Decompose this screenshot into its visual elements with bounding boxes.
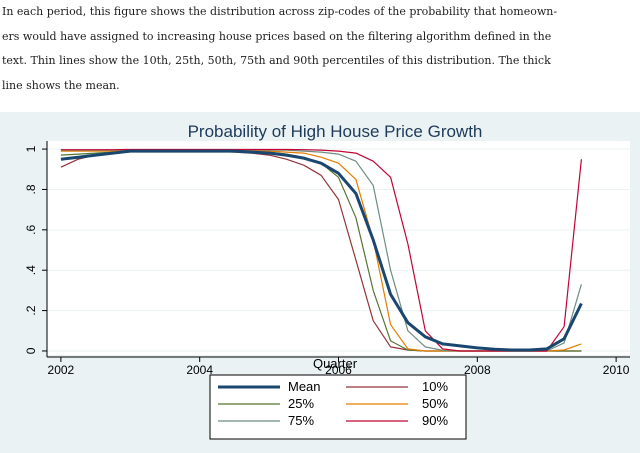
legend-label-75pct: 75% <box>288 413 314 428</box>
legend: Mean 10% 25% 50% 75% 90% <box>209 374 467 440</box>
caption-line-2: ers would have assigned to increasing ho… <box>2 29 552 43</box>
x-tick-label: 2010 <box>603 363 630 377</box>
y-tick-label: .8 <box>24 184 38 194</box>
chart-container: Probability of High House Price Growth 0… <box>0 112 640 453</box>
chart-title: Probability of High House Price Growth <box>188 122 483 141</box>
x-tick-label: 2004 <box>186 363 213 377</box>
caption-line-4: line shows the mean. <box>2 78 120 92</box>
caption-line-1: In each period, this figure shows the di… <box>2 5 558 18</box>
y-tick-label: .4 <box>24 265 38 275</box>
x-axis-label: Quarter <box>313 356 358 371</box>
legend-label-mean: Mean <box>288 379 321 394</box>
y-axis: 0 .2 .4 .6 .8 1 <box>24 141 48 357</box>
y-tick-label: .2 <box>24 305 38 315</box>
x-tick-label: 2002 <box>48 363 75 377</box>
x-tick-label: 2008 <box>464 363 491 377</box>
legend-box <box>209 374 467 440</box>
x-tick-label: 2006 <box>325 363 352 377</box>
caption-line-3: text. Thin lines show the 10th, 25th, 50… <box>2 54 551 67</box>
line-chart: Probability of High House Price Growth 0… <box>0 112 640 453</box>
series-line-mean <box>60 149 583 352</box>
y-tick-label: .6 <box>24 225 38 235</box>
legend-label-25pct: 25% <box>288 396 314 411</box>
legend-label-90pct: 90% <box>422 413 448 428</box>
y-tick-label: 1 <box>24 145 38 152</box>
series-line-90pct <box>60 148 582 352</box>
figure-caption: In each period, this figure shows the di… <box>2 0 602 98</box>
x-axis: 2002 2004 2006 2008 2010 <box>47 356 630 377</box>
y-tick-label: 0 <box>24 347 38 354</box>
legend-label-50pct: 50% <box>422 396 448 411</box>
series-lines <box>60 148 583 352</box>
legend-label-10pct: 10% <box>422 379 448 394</box>
